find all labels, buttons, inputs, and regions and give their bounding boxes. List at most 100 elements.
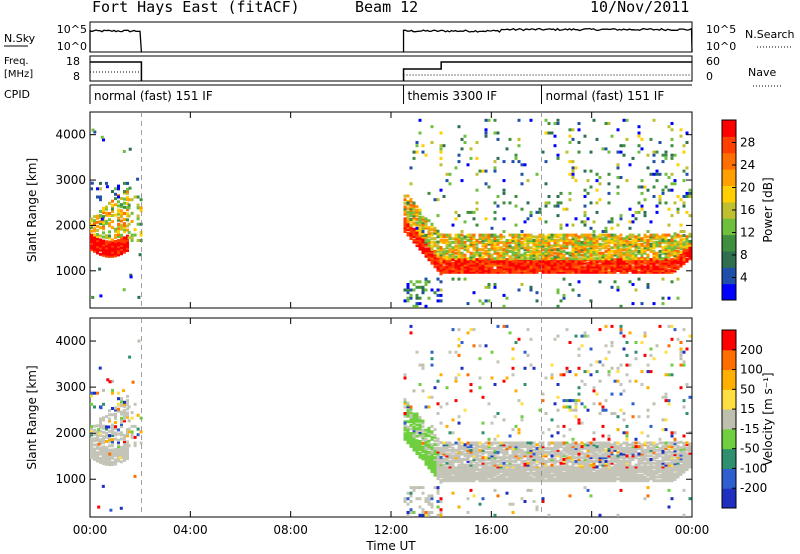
power-cell bbox=[574, 239, 578, 242]
power-cell bbox=[661, 267, 665, 271]
velocity-cell bbox=[99, 406, 103, 410]
velocity-cell bbox=[466, 458, 470, 461]
velocity-cell bbox=[126, 415, 129, 419]
velocity-cell bbox=[589, 456, 593, 460]
velocity-cell bbox=[550, 450, 554, 454]
power-cell bbox=[604, 255, 608, 259]
velocity-cell bbox=[601, 454, 605, 458]
power-cell bbox=[123, 211, 126, 215]
power-cell bbox=[637, 277, 641, 281]
power-cell bbox=[685, 172, 689, 176]
velocity-cell bbox=[571, 448, 575, 452]
power-cell bbox=[123, 250, 126, 254]
power-cell bbox=[628, 233, 632, 237]
velocity-cell bbox=[478, 357, 482, 361]
velocity-cell bbox=[541, 479, 545, 483]
velocity-cell bbox=[637, 473, 641, 477]
power-cell bbox=[619, 144, 623, 148]
power-cell bbox=[130, 211, 134, 215]
power-cell bbox=[454, 261, 458, 265]
velocity-cell bbox=[601, 459, 605, 463]
velocity-cell bbox=[604, 465, 608, 469]
power-cell bbox=[532, 239, 536, 242]
velocity-cell bbox=[496, 360, 500, 364]
power-cell bbox=[514, 156, 518, 160]
power-cell bbox=[517, 244, 521, 248]
velocity-cell bbox=[409, 432, 413, 435]
velocity-cell bbox=[403, 376, 407, 380]
velocity-cell bbox=[586, 465, 590, 469]
power-cell bbox=[622, 261, 626, 265]
velocity-cell bbox=[544, 450, 548, 454]
power-cell bbox=[571, 249, 575, 253]
velocity-cell bbox=[538, 459, 542, 463]
velocity-cell bbox=[646, 386, 650, 390]
power-cell bbox=[511, 239, 515, 242]
velocity-cell bbox=[99, 438, 102, 442]
power-cell bbox=[123, 201, 126, 205]
velocity-cell bbox=[541, 431, 545, 435]
velocity-cell bbox=[616, 428, 620, 432]
velocity-cell bbox=[577, 386, 581, 390]
power-cell bbox=[667, 253, 671, 257]
velocity-cell bbox=[616, 445, 620, 449]
power-cell bbox=[117, 239, 120, 243]
velocity-cell bbox=[493, 459, 497, 463]
power-cell bbox=[595, 249, 599, 253]
power-cell bbox=[430, 222, 434, 226]
velocity-cell bbox=[508, 443, 512, 447]
velocity-cell bbox=[493, 479, 497, 483]
velocity-cell bbox=[676, 456, 680, 460]
velocity-cell bbox=[117, 397, 120, 401]
velocity-cell bbox=[523, 461, 527, 465]
power-cell bbox=[676, 253, 680, 257]
velocity-cell bbox=[451, 468, 455, 472]
power-cell bbox=[628, 253, 632, 257]
velocity-cell bbox=[634, 473, 638, 477]
power-cell bbox=[117, 249, 120, 253]
power-cell bbox=[114, 252, 117, 256]
power-cell bbox=[571, 166, 575, 170]
velocity-cell bbox=[571, 443, 575, 447]
velocity-cell bbox=[574, 445, 578, 449]
power-cell bbox=[487, 240, 491, 244]
velocity-cell bbox=[595, 360, 599, 364]
velocity-cell bbox=[607, 443, 611, 447]
power-cell bbox=[676, 244, 680, 248]
velocity-cell bbox=[481, 431, 485, 435]
velocity-cell bbox=[676, 475, 680, 479]
velocity-cell bbox=[472, 470, 476, 473]
power-cell bbox=[514, 269, 518, 272]
velocity-cell bbox=[532, 477, 536, 481]
velocity-cell bbox=[556, 468, 560, 472]
sky-trace-1 bbox=[402, 27, 693, 53]
velocity-cell bbox=[475, 443, 479, 447]
velocity-cell bbox=[667, 344, 671, 348]
velocity-cell bbox=[454, 350, 458, 354]
power-cell bbox=[682, 144, 686, 148]
power-cell bbox=[673, 265, 677, 269]
power-cell bbox=[583, 244, 587, 248]
power-cell bbox=[484, 239, 488, 242]
power-cell bbox=[562, 253, 566, 257]
power-cell bbox=[412, 221, 416, 225]
velocity-cell bbox=[508, 475, 512, 479]
power-cell bbox=[547, 239, 551, 242]
velocity-cell bbox=[601, 424, 605, 428]
power-cell bbox=[457, 267, 461, 271]
velocity-cell bbox=[478, 445, 482, 449]
power-cell bbox=[676, 277, 680, 281]
velocity-cell bbox=[670, 463, 674, 467]
power-cell bbox=[406, 299, 410, 303]
power-cell bbox=[424, 153, 428, 157]
power-cell bbox=[430, 231, 434, 235]
power-cell bbox=[673, 239, 677, 243]
velocity-cell bbox=[514, 468, 518, 472]
power-cell bbox=[505, 242, 509, 246]
power-cell bbox=[526, 263, 530, 267]
power-cell bbox=[517, 237, 521, 241]
power-cell bbox=[433, 256, 437, 260]
velocity-cell bbox=[532, 479, 536, 483]
power-cell bbox=[658, 201, 662, 205]
velocity-cell bbox=[448, 454, 452, 458]
